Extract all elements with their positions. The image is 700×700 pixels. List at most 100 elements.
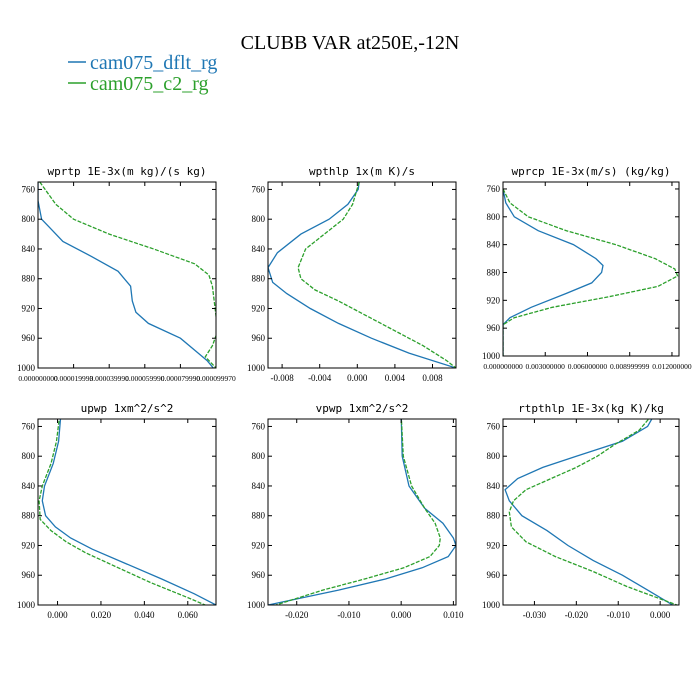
series-5-0: [504, 419, 674, 605]
ytick-label-1-4: 920: [252, 303, 266, 313]
xtick-label-4-3: 0.010: [443, 610, 464, 620]
ytick-label-0-1: 800: [22, 214, 36, 224]
panel-1: wpthlp 1x(m K)/s 760 800 840 880 920 960 1000 -0…: [247, 165, 457, 383]
series-4-1: [275, 419, 441, 605]
xtick-label-3-0: 0.000: [47, 610, 68, 620]
panels: wprtp 1E-3x(m kg)/(s kg) 760 800 840 880 920 9…: [17, 165, 692, 620]
legend-entry-0: cam075_dflt_rg: [68, 52, 217, 74]
ytick-label-5-3: 880: [487, 511, 501, 521]
xtick-label-0-5: 0.000099970: [196, 374, 236, 383]
series-3-0: [41, 419, 216, 605]
series-2-1: [503, 188, 679, 356]
ytick-label-0-3: 880: [22, 274, 36, 284]
ytick-label-0-4: 920: [22, 303, 36, 313]
ytick-label-5-6: 1000: [482, 600, 501, 610]
xtick-label-2-1: 0.003000000: [526, 362, 566, 371]
series-0-1: [39, 182, 216, 368]
xtick-label-2-2: 0.006000000: [568, 362, 608, 371]
ytick-label-5-5: 960: [487, 570, 501, 580]
ytick-label-1-6: 1000: [247, 363, 266, 373]
xtick-label-5-1: -0.020: [565, 610, 589, 620]
ytick-label-3-0: 760: [22, 421, 36, 431]
ytick-label-5-1: 800: [487, 451, 501, 461]
panel-5: rtpthlp 1E-3x(kg K)/kg 760 800 840 880 920 960…: [482, 402, 680, 620]
panel-title-0: wprtp 1E-3x(m kg)/(s kg): [48, 165, 207, 178]
ytick-label-4-5: 960: [252, 570, 266, 580]
legend-entry-1: cam075_c2_rg: [68, 73, 209, 95]
ytick-label-3-3: 880: [22, 511, 36, 521]
ytick-label-4-6: 1000: [247, 600, 266, 610]
xtick-label-1-1: -0.004: [308, 373, 332, 383]
xtick-label-0-0: 0.000000000: [18, 374, 58, 383]
xtick-label-4-1: -0.010: [337, 610, 361, 620]
ytick-label-0-0: 760: [22, 184, 36, 194]
panel-3: upwp 1xm^2/s^2 760 800 840 880 920 960 1000 0.00…: [17, 402, 217, 620]
series-4-0: [268, 419, 456, 605]
ytick-label-4-1: 800: [252, 451, 266, 461]
ytick-label-2-0: 760: [487, 184, 501, 194]
panel-title-5: rtpthlp 1E-3x(kg K)/kg: [518, 402, 664, 415]
ytick-label-5-2: 840: [487, 481, 501, 491]
ytick-label-2-6: 1000: [482, 351, 501, 361]
ytick-label-0-2: 840: [22, 244, 36, 254]
xtick-label-0-2: 0.000039990: [90, 374, 130, 383]
ytick-label-4-2: 840: [252, 481, 266, 491]
ytick-label-1-3: 880: [252, 274, 266, 284]
ytick-label-2-3: 880: [487, 267, 501, 277]
ytick-label-4-0: 760: [252, 421, 266, 431]
ytick-label-1-2: 840: [252, 244, 266, 254]
panel-frame-2: [502, 181, 680, 357]
ytick-label-0-5: 960: [22, 333, 36, 343]
panel-frame-5: [502, 418, 680, 606]
ytick-label-5-0: 760: [487, 421, 501, 431]
ytick-label-3-1: 800: [22, 451, 36, 461]
legend-label-0: cam075_dflt_rg: [90, 52, 217, 74]
series-0-0: [38, 182, 214, 368]
figure-title: CLUBB VAR at250E,-12N: [241, 32, 460, 54]
xtick-label-4-0: -0.020: [285, 610, 309, 620]
series-5-1: [508, 419, 678, 605]
legend-label-1: cam075_c2_rg: [90, 73, 209, 95]
panel-frame-1: [267, 181, 457, 369]
panel-2: wprcp 1E-3x(m/s) (kg/kg) 760 800 840 880 920 9…: [482, 165, 692, 371]
xtick-label-2-4: 0.012000000: [652, 362, 692, 371]
xtick-label-5-2: -0.010: [607, 610, 631, 620]
panel-title-3: upwp 1xm^2/s^2: [81, 402, 174, 415]
panel-frame-0: [37, 181, 217, 369]
series-1-0: [268, 182, 456, 368]
ytick-label-4-4: 920: [252, 540, 266, 550]
xtick-label-4-2: 0.000: [391, 610, 412, 620]
panel-0: wprtp 1E-3x(m kg)/(s kg) 760 800 840 880 920 9…: [17, 165, 236, 383]
xtick-label-1-3: 0.004: [385, 373, 406, 383]
panel-frame-4: [267, 418, 457, 606]
xtick-label-3-3: 0.060: [178, 610, 199, 620]
ytick-label-2-5: 960: [487, 323, 501, 333]
ytick-label-2-2: 840: [487, 240, 501, 250]
ytick-label-2-4: 920: [487, 295, 501, 305]
ytick-label-5-4: 920: [487, 540, 501, 550]
xtick-label-5-0: -0.030: [523, 610, 547, 620]
panel-title-4: vpwp 1xm^2/s^2: [316, 402, 409, 415]
series-3-1: [38, 419, 206, 605]
series-1-1: [297, 182, 456, 368]
xtick-label-0-3: 0.000059990: [125, 374, 165, 383]
xtick-label-2-0: 0.000000000: [483, 362, 523, 371]
xtick-label-0-4: 0.000079990: [161, 374, 201, 383]
ytick-label-1-0: 760: [252, 184, 266, 194]
series-2-0: [503, 188, 604, 356]
ytick-label-0-6: 1000: [17, 363, 36, 373]
ytick-label-2-1: 800: [487, 212, 501, 222]
ytick-label-4-3: 880: [252, 511, 266, 521]
legend: cam075_dflt_rg cam075_c2_rg: [68, 52, 217, 95]
xtick-label-1-4: 0.008: [422, 373, 443, 383]
xtick-label-0-1: 0.000019993: [54, 374, 94, 383]
panel-4: vpwp 1xm^2/s^2 760 800 840 880 920 960 1000 -0.0…: [247, 402, 464, 620]
xtick-label-3-2: 0.040: [134, 610, 155, 620]
panel-title-1: wpthlp 1x(m K)/s: [309, 165, 415, 178]
xtick-label-1-2: 0.000: [347, 373, 368, 383]
ytick-label-3-4: 920: [22, 540, 36, 550]
xtick-label-1-0: -0.008: [270, 373, 294, 383]
ytick-label-1-5: 960: [252, 333, 266, 343]
ytick-label-3-5: 960: [22, 570, 36, 580]
